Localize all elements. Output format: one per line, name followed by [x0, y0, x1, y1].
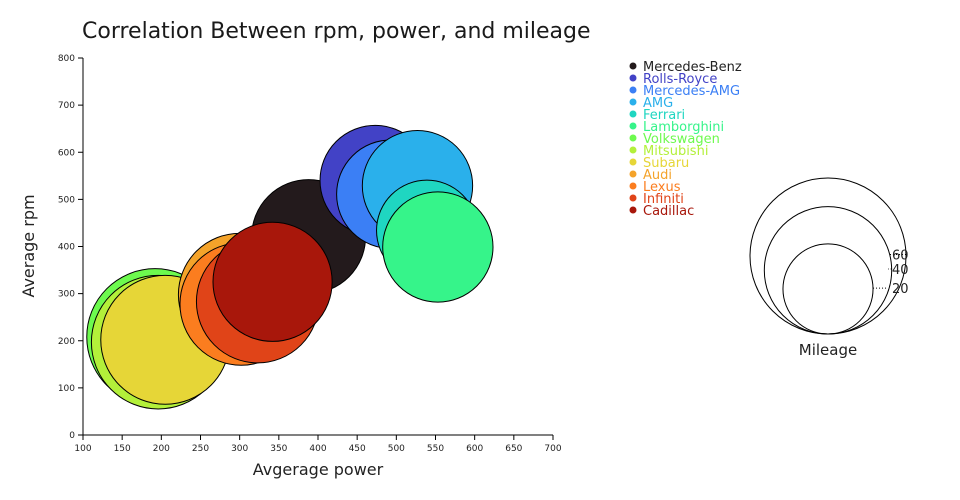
legend-label: AMG: [643, 96, 673, 111]
legend-marker: [629, 194, 637, 202]
legend-marker: [629, 98, 637, 106]
legend-marker: [629, 62, 637, 70]
legend-label: Mercedes-AMG: [643, 84, 740, 99]
x-tick-label: 550: [427, 444, 444, 454]
bubble-point: [382, 191, 494, 303]
legend-marker: [629, 206, 637, 214]
size-legend-value: 20: [892, 282, 909, 297]
legend-marker: [629, 122, 637, 130]
legend-label: Volkswagen: [643, 132, 720, 147]
axes: 100 150 200 250 300 350 400 450 500 550 600 650 700 0…: [58, 54, 562, 454]
x-tick-label: 250: [192, 444, 209, 454]
x-tick-label: 700: [544, 444, 561, 454]
x-tick-label: 100: [74, 444, 91, 454]
y-axis-label: Average rpm: [19, 194, 38, 297]
legend-label: Subaru: [643, 156, 689, 171]
chart-title: Correlation Between rpm, power, and mile…: [82, 19, 591, 44]
y-tick-label: 800: [58, 54, 75, 64]
legend-marker: [629, 134, 637, 142]
legend-label: Lamborghini: [643, 120, 724, 135]
legend-marker: [629, 170, 637, 178]
legend-label: Mitsubishi: [643, 144, 708, 159]
y-tick-label: 200: [58, 337, 75, 347]
y-tick-label: 500: [58, 195, 75, 205]
legend-label: Ferrari: [643, 108, 685, 123]
legend-label: Lexus: [643, 180, 681, 195]
size-legend-title: Mileage: [799, 341, 857, 359]
y-tick-label: 0: [69, 431, 75, 441]
legend-marker: [629, 74, 637, 82]
y-tick-label: 100: [58, 384, 75, 394]
bubbles: [86, 124, 494, 410]
size-legend-value: 60: [892, 248, 909, 263]
size-legend-circle: [749, 177, 907, 335]
x-tick-label: 450: [349, 444, 366, 454]
legend-marker: [629, 182, 637, 190]
size-legend-value: 40: [892, 263, 909, 278]
size-legend-circle: [782, 243, 874, 335]
x-tick-label: 350: [270, 444, 287, 454]
y-tick-label: 600: [58, 148, 75, 158]
y-tick-label: 300: [58, 290, 75, 300]
x-tick-label: 600: [466, 444, 483, 454]
x-tick-label: 200: [153, 444, 170, 454]
legend-marker: [629, 146, 637, 154]
legend-marker: [629, 86, 637, 94]
y-tick-label: 700: [58, 101, 75, 111]
x-tick-label: 500: [388, 444, 405, 454]
y-tick-label: 400: [58, 243, 75, 253]
x-tick-label: 150: [114, 444, 131, 454]
legend: Mercedes-BenzRolls-RoyceMercedes-AMGAMGF…: [629, 60, 742, 219]
legend-marker: [629, 158, 637, 166]
legend-label: Rolls-Royce: [643, 72, 717, 87]
x-tick-label: 300: [231, 444, 248, 454]
x-axis-label: Avgerage power: [253, 460, 384, 479]
bubble-point: [212, 221, 333, 342]
legend-label: Infiniti: [643, 192, 684, 207]
x-tick-label: 400: [309, 444, 326, 454]
x-tick-label: 650: [505, 444, 522, 454]
size-legend-circle: [763, 206, 893, 335]
legend-label: Audi: [643, 168, 672, 183]
legend-marker: [629, 110, 637, 118]
legend-label: Mercedes-Benz: [643, 60, 742, 75]
legend-label: Cadillac: [643, 204, 694, 219]
